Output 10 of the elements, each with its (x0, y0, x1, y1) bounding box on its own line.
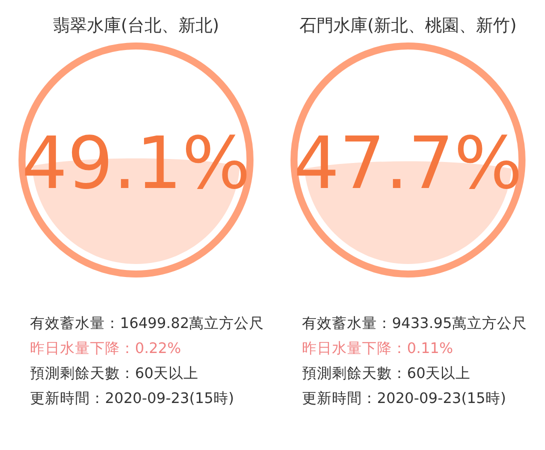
text: 預測剩餘天數：60天以上 (302, 365, 472, 384)
text: 昨日水量下降：0.22% (30, 340, 182, 359)
text: 昨日水量下降：0.11% (302, 340, 454, 359)
text: 翡翠水庫(台北、新北) (52, 15, 220, 37)
text: 石門水庫(新北、桃園、新竹) (298, 15, 518, 37)
text: 有效蓄水量：16499.82萬立方公尺 (30, 314, 266, 334)
text: 更新時間：2020-09-23(15時) (30, 390, 236, 409)
text: 預測剩餘天數：60天以上 (30, 365, 200, 384)
text: 有效蓄水量：9433.95萬立方公尺 (302, 314, 528, 334)
text: 更新時間：2020-09-23(15時) (302, 390, 508, 409)
